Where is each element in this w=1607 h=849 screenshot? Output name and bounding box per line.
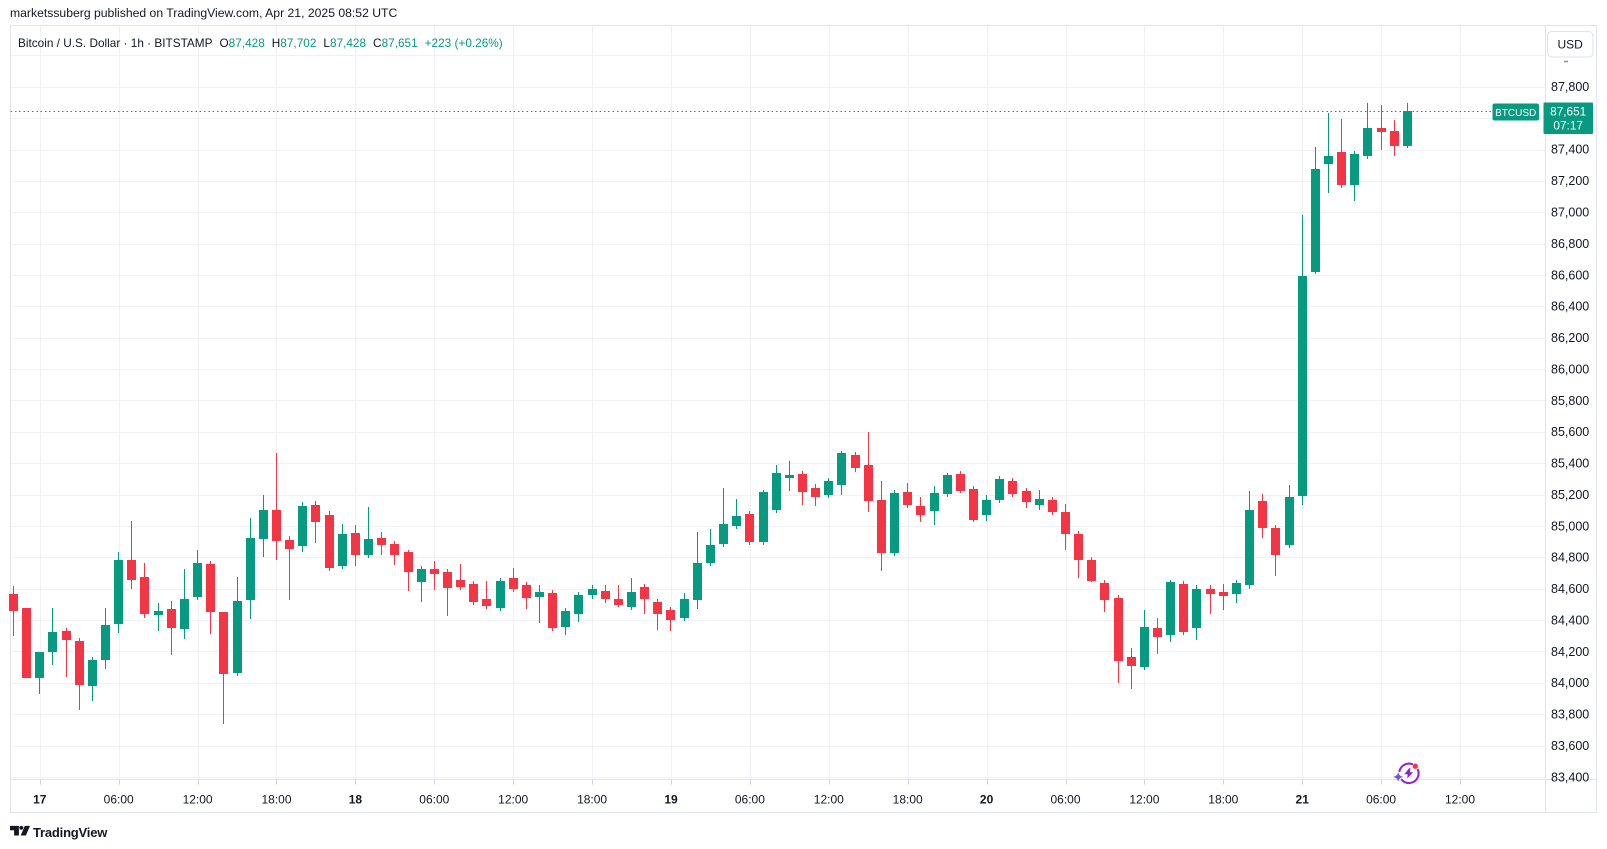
- svg-text:USD: USD: [1558, 38, 1584, 52]
- svg-text:06:00: 06:00: [1050, 793, 1080, 807]
- svg-text:84,000: 84,000: [1551, 676, 1589, 690]
- svg-text:85,000: 85,000: [1551, 519, 1589, 533]
- svg-text:20: 20: [980, 793, 994, 807]
- svg-text:18:00: 18:00: [577, 793, 607, 807]
- svg-text:12:00: 12:00: [1445, 793, 1475, 807]
- svg-text:85,800: 85,800: [1551, 394, 1589, 408]
- svg-text:85,200: 85,200: [1551, 488, 1589, 502]
- svg-text:18: 18: [349, 793, 363, 807]
- svg-text:87,000: 87,000: [1551, 206, 1589, 220]
- svg-text:86,800: 86,800: [1551, 237, 1589, 251]
- svg-text:83,600: 83,600: [1551, 739, 1589, 753]
- svg-text:18:00: 18:00: [893, 793, 923, 807]
- svg-text:19: 19: [664, 793, 678, 807]
- svg-text:84,400: 84,400: [1551, 613, 1589, 627]
- svg-text:17: 17: [33, 793, 47, 807]
- svg-text:86,400: 86,400: [1551, 300, 1589, 314]
- svg-text:85,600: 85,600: [1551, 425, 1589, 439]
- svg-text:18:00: 18:00: [1208, 793, 1238, 807]
- svg-text:85,400: 85,400: [1551, 457, 1589, 471]
- svg-text:87,651: 87,651: [1550, 104, 1586, 118]
- svg-text:87,400: 87,400: [1551, 143, 1589, 157]
- svg-text:83,800: 83,800: [1551, 708, 1589, 722]
- svg-text:87,800: 87,800: [1551, 80, 1589, 94]
- svg-text:83,400: 83,400: [1551, 770, 1589, 784]
- svg-text:86,600: 86,600: [1551, 268, 1589, 282]
- svg-text:06:00: 06:00: [1366, 793, 1396, 807]
- svg-text:06:00: 06:00: [419, 793, 449, 807]
- svg-text:84,600: 84,600: [1551, 582, 1589, 596]
- svg-text:BTCUSD: BTCUSD: [1495, 108, 1536, 119]
- svg-text:12:00: 12:00: [814, 793, 844, 807]
- svg-text:TradingView: TradingView: [33, 825, 108, 840]
- svg-text:84,800: 84,800: [1551, 551, 1589, 565]
- svg-text:12:00: 12:00: [183, 793, 213, 807]
- svg-text:06:00: 06:00: [735, 793, 765, 807]
- svg-text:12:00: 12:00: [1129, 793, 1159, 807]
- svg-text:21: 21: [1296, 793, 1310, 807]
- svg-text:86,000: 86,000: [1551, 362, 1589, 376]
- svg-text:18:00: 18:00: [261, 793, 291, 807]
- svg-text:06:00: 06:00: [104, 793, 134, 807]
- svg-text:07:17: 07:17: [1553, 118, 1583, 132]
- svg-text:84,200: 84,200: [1551, 645, 1589, 659]
- svg-text:12:00: 12:00: [498, 793, 528, 807]
- svg-text:86,200: 86,200: [1551, 331, 1589, 345]
- svg-text:87,200: 87,200: [1551, 174, 1589, 188]
